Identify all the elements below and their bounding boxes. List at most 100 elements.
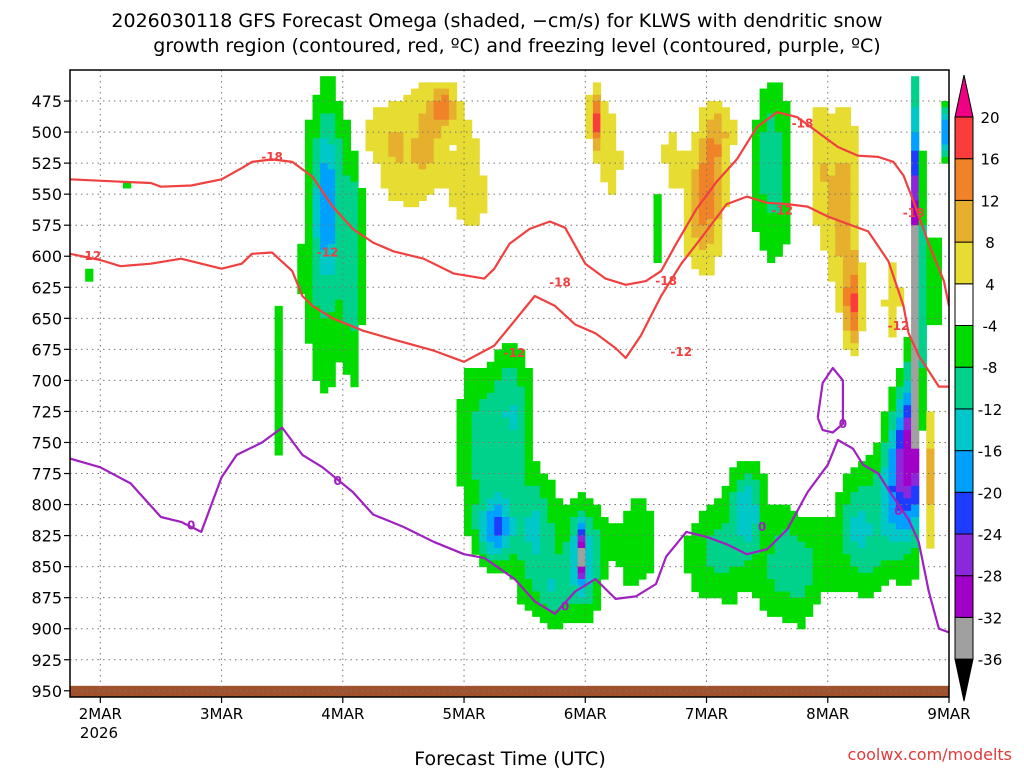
omega-cell (858, 274, 867, 282)
omega-cell (608, 132, 617, 139)
omega-cell (683, 163, 692, 170)
omega-cell (479, 479, 488, 487)
omega-cell (767, 529, 776, 537)
colorbar-label: 16 (980, 151, 999, 169)
dgz-contour-line (70, 111, 949, 307)
omega-cell (683, 156, 692, 164)
omega-cell (721, 138, 730, 146)
omega-cell (585, 94, 594, 102)
omega-cell (880, 560, 889, 568)
omega-cell (865, 548, 874, 555)
omega-cell (585, 535, 594, 543)
omega-cell (774, 169, 783, 177)
omega-cell (888, 430, 897, 437)
omega-cell (501, 560, 511, 568)
omega-cell (926, 237, 935, 245)
omega-cell (524, 517, 533, 524)
omega-cell (365, 144, 374, 152)
omega-cell (896, 461, 905, 468)
omega-cell (494, 399, 503, 406)
omega-cell (418, 156, 427, 164)
omega-cell (767, 156, 776, 164)
omega-cell (903, 572, 912, 580)
omega-cell (494, 454, 503, 462)
omega-cell (517, 548, 526, 555)
omega-cell (706, 585, 715, 593)
omega-cell (858, 467, 867, 475)
omega-cell (911, 442, 920, 450)
omega-cell (888, 517, 897, 524)
omega-cell (706, 529, 715, 537)
omega-cell (403, 144, 412, 152)
omega-cell (842, 572, 852, 580)
omega-cell (592, 529, 602, 537)
omega-cell (517, 386, 526, 394)
omega-cell (668, 169, 677, 177)
omega-cell (782, 548, 791, 555)
omega-cell (547, 485, 556, 493)
omega-cell (471, 498, 480, 506)
omega-cell (608, 150, 617, 158)
omega-cell (380, 144, 389, 152)
omega-cell (812, 585, 821, 593)
omega-cell (373, 107, 382, 114)
omega-cell (752, 579, 761, 586)
omega-cell (547, 529, 556, 537)
omega-cell (320, 150, 329, 158)
omega-cell (312, 132, 321, 139)
omega-cell (327, 336, 336, 344)
omega-cell (911, 405, 920, 412)
omega-cell (820, 231, 829, 239)
omega-cell (729, 473, 738, 481)
omega-cell (585, 591, 594, 599)
omega-cell (842, 287, 852, 295)
omega-cell (911, 194, 920, 201)
omega-cell (691, 237, 700, 245)
omega-cell (327, 88, 336, 96)
omega-cell (774, 88, 783, 96)
omega-cell (320, 287, 329, 295)
omega-cell (335, 349, 344, 357)
omega-cell (782, 597, 791, 605)
omega-cell (933, 293, 942, 301)
omega-cell (812, 219, 821, 226)
omega-cell (774, 138, 783, 146)
omega-cell (471, 181, 480, 189)
omega-cell (464, 467, 473, 475)
omega-cell (911, 485, 920, 493)
omega-cell (570, 523, 579, 530)
omega-cell (615, 541, 624, 549)
omega-cell (896, 529, 905, 537)
omega-cell (85, 268, 94, 276)
omega-cell (911, 274, 920, 282)
omega-cell (433, 181, 442, 189)
omega-cell (865, 523, 874, 530)
omega-cell (744, 461, 753, 468)
omega-cell (714, 150, 723, 158)
omega-cell (501, 343, 511, 350)
omega-cell (797, 585, 806, 593)
omega-cell (865, 517, 874, 524)
omega-cell (850, 225, 859, 232)
omega-cell (903, 361, 912, 369)
omega-cell (486, 554, 495, 561)
omega-cell (896, 436, 905, 444)
omega-cell (782, 523, 791, 530)
omega-cell (653, 200, 662, 208)
omega-cell (721, 498, 730, 506)
omega-cell (304, 200, 314, 208)
omega-cell (539, 566, 548, 574)
dgz-contour-line (70, 195, 949, 388)
omega-cell (357, 262, 367, 270)
omega-cell (714, 107, 723, 114)
omega-cell (812, 125, 821, 133)
omega-cell (911, 125, 920, 133)
omega-cell (274, 436, 283, 444)
omega-cell (812, 529, 821, 537)
omega-cell (736, 554, 745, 561)
omega-cell (827, 517, 836, 524)
omega-cell (744, 529, 753, 537)
omega-cell (827, 150, 836, 158)
omega-cell (547, 535, 556, 543)
